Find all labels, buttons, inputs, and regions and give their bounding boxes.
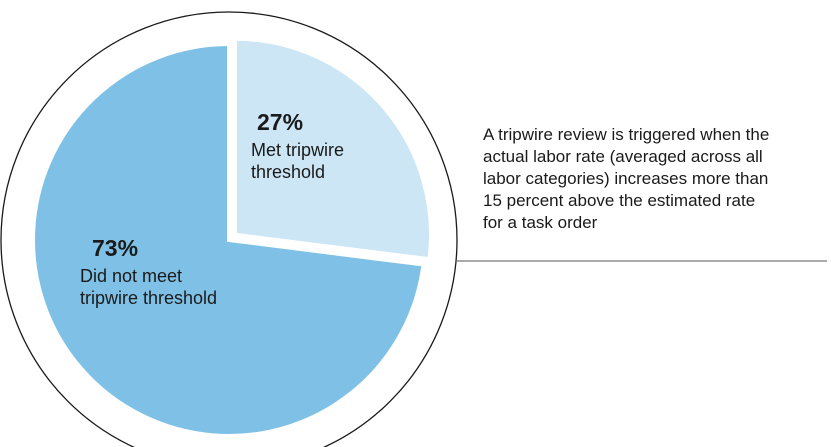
slice-percent-label: 73% — [92, 235, 138, 261]
pie-slice — [31, 41, 426, 438]
slice-label: threshold — [251, 162, 325, 182]
chart-annotation: A tripwire review is triggered when the … — [483, 124, 828, 234]
pie-slices — [31, 36, 433, 438]
slice-label: tripwire threshold — [80, 288, 217, 308]
annotation-line: actual labor rate (averaged across all — [483, 147, 763, 166]
annotation-line: labor categories) increases more than — [483, 169, 769, 188]
pie-slice — [233, 36, 433, 262]
slice-label: Met tripwire — [251, 140, 344, 160]
annotation-line: 15 percent above the estimated rate — [483, 191, 756, 210]
slice-percent-label: 27% — [257, 109, 303, 135]
slice-label: Did not meet — [80, 266, 182, 286]
pie-outline-circle — [0, 11, 458, 447]
annotation-line: A tripwire review is triggered when the — [483, 125, 770, 144]
annotation-line: for a task order — [483, 213, 598, 232]
